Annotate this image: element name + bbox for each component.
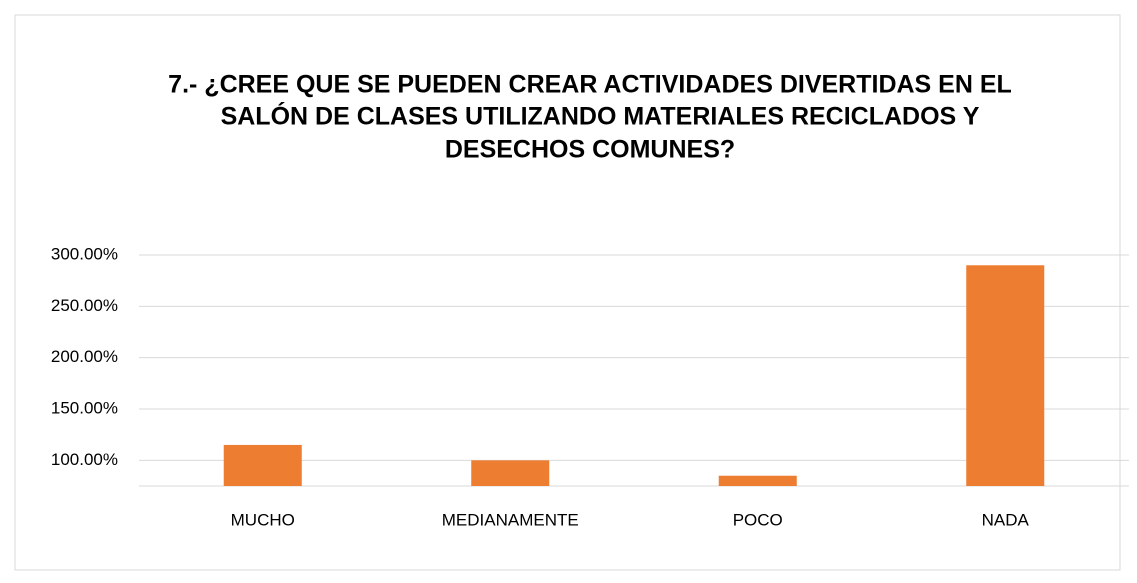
chart-title: 7.- ¿CREE QUE SE PUEDEN CREAR ACTIVIDADE… — [168, 71, 1012, 99]
y-tick-label: 200.00% — [51, 347, 118, 366]
chart-title: SALÓN DE CLASES UTILIZANDO MATERIALES RE… — [221, 101, 980, 131]
bar — [223, 444, 302, 486]
y-tick-label: 300.00% — [51, 244, 118, 263]
x-tick-label: NADA — [982, 510, 1030, 529]
x-tick-label: MEDIANAMENTE — [442, 510, 579, 529]
bar — [718, 475, 797, 486]
chart-title: DESECHOS COMUNES? — [445, 136, 735, 164]
y-tick-label: 150.00% — [51, 398, 118, 417]
bar — [471, 460, 550, 486]
y-tick-label: 100.00% — [51, 450, 118, 469]
bar — [966, 265, 1045, 486]
y-tick-label: 250.00% — [51, 296, 118, 315]
chart-border — [14, 14, 1121, 571]
x-tick-label: MUCHO — [231, 510, 295, 529]
x-tick-label: POCO — [733, 510, 783, 529]
